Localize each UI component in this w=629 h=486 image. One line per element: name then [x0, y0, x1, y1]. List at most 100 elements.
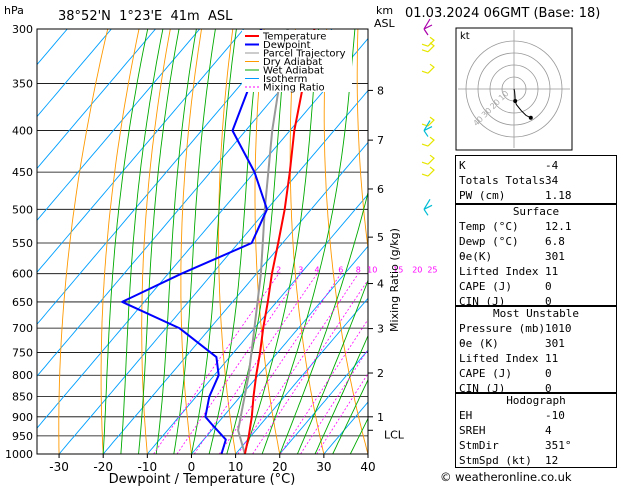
- x-tick-label: -30: [49, 460, 69, 474]
- wind-barb: [423, 18, 433, 36]
- hodograph-table-title: Hodograph: [506, 394, 566, 407]
- most-unstable-value: 0: [545, 367, 552, 380]
- wet-adiabat-line: [173, 29, 216, 454]
- most-unstable-title: Most Unstable: [492, 307, 580, 320]
- surface-value: 6.8: [545, 235, 565, 248]
- x-tick-label: 40: [360, 460, 375, 474]
- pressure-tick-label: 700: [12, 322, 33, 335]
- mixing-ratio-label: 10: [367, 266, 377, 275]
- hodograph-param-row: EH -10: [456, 408, 616, 423]
- isotherm-line: [146, 193, 368, 454]
- surface-row: CIN (J) 0: [456, 294, 616, 309]
- most-unstable-label: CIN (J): [459, 382, 506, 395]
- surface-row: CAPE (J) 0: [456, 279, 616, 294]
- x-tick-label: 0: [188, 460, 196, 474]
- km-tick-label: 5: [377, 231, 384, 244]
- hpa-label: hPa: [4, 4, 24, 17]
- index-label: PW (cm): [459, 189, 506, 202]
- hodograph-param-label: SREH: [459, 424, 486, 437]
- index-row: Totals Totals 34: [456, 173, 616, 188]
- wet-adiabat-line: [332, 378, 368, 454]
- mixing-ratio-label: 8: [356, 266, 361, 275]
- wet-adiabat-line: [296, 279, 368, 454]
- hodograph-param-value: 351°: [545, 439, 572, 452]
- most-unstable-label: Pressure (mb): [459, 322, 546, 335]
- hodograph-param-label: StmSpd (kt): [459, 454, 532, 467]
- x-axis-label: Dewpoint / Temperature (°C): [109, 472, 296, 486]
- mixing-ratio-label: 25: [427, 266, 437, 275]
- isotherm-line: [37, 29, 245, 273]
- km-label: km: [376, 4, 393, 17]
- isotherm-line: [102, 141, 368, 454]
- wet-adiabat-line: [279, 190, 368, 454]
- most-unstable-row: Lifted Index 11: [456, 351, 616, 366]
- dry-adiabat-line: [180, 29, 202, 454]
- km-tick-label: 3: [377, 323, 384, 336]
- hodograph-param-value: 12: [545, 454, 559, 467]
- km-tick-label: 7: [377, 134, 384, 147]
- surface-label: θe(K): [459, 250, 493, 263]
- dry-adiabat-line: [141, 29, 171, 454]
- x-tick-label: 30: [316, 460, 331, 474]
- wind-barb: [421, 63, 435, 74]
- index-value: -4: [545, 159, 559, 172]
- wind-barb: [421, 154, 435, 165]
- isotherm-line: [37, 29, 333, 377]
- most-unstable-label: Lifted Index: [459, 352, 539, 365]
- most-unstable-value: 1010: [545, 322, 572, 335]
- hodograph-point: [513, 99, 518, 103]
- pressure-tick-label: 600: [12, 268, 33, 281]
- isotherm-line: [235, 297, 368, 454]
- km-tick-label: 1: [377, 411, 384, 424]
- legend-entry: Dry Adiabat: [263, 57, 322, 68]
- wet-adiabat-line: [243, 29, 320, 454]
- km-tick-label: 8: [377, 84, 384, 97]
- surface-title: Surface: [512, 205, 560, 218]
- wet-adiabat-line: [102, 29, 149, 454]
- mixing-ratio-label: 2: [276, 266, 281, 275]
- hodograph-param-label: StmDir: [459, 439, 499, 452]
- surface-label: Dewp (°C): [459, 235, 519, 248]
- surface-table: Surface Temp (°C) 12.1 Dewp (°C) 6.8 θe(K) 301…: [455, 203, 617, 309]
- dry-adiabat-line: [218, 29, 237, 454]
- index-value: 34: [545, 174, 559, 187]
- mixing-ratio-label: 3: [298, 266, 303, 275]
- hodograph-param-label: EH: [459, 409, 473, 422]
- isotherm-line: [191, 245, 368, 454]
- legend-entry: Dewpoint: [263, 40, 311, 51]
- isotherm-line: [279, 349, 368, 454]
- surface-value: 0: [545, 280, 552, 293]
- pressure-tick-label: 650: [12, 296, 33, 309]
- km-tick-label: 4: [377, 278, 384, 291]
- wind-barb: [421, 36, 435, 47]
- hodograph-param-row: StmSpd (kt) 12: [456, 453, 616, 468]
- pressure-tick-label: 300: [12, 23, 33, 36]
- isotherm-line: [37, 29, 201, 222]
- wet-adiabat-line: [155, 29, 197, 454]
- mixing-ratio-line: [176, 273, 302, 454]
- surface-row: Temp (°C) 12.1: [456, 219, 616, 234]
- legend-entry: Wet Adiabat: [263, 66, 324, 77]
- pressure-tick-label: 950: [12, 430, 33, 443]
- most-unstable-table: Most Unstable Pressure (mb) 1010 θe (K) 301 L…: [455, 305, 617, 395]
- wet-adiabat-line: [208, 29, 261, 454]
- x-tick-label: 10: [228, 460, 243, 474]
- legend-entry: Temperature: [262, 32, 326, 43]
- x-tick-label: -10: [138, 460, 158, 474]
- wet-adiabat-line: [261, 29, 356, 454]
- wet-adiabat-line: [120, 29, 164, 454]
- legend-box: [242, 30, 352, 92]
- dry-adiabat-line: [58, 29, 109, 454]
- surface-value: 12.1: [545, 220, 572, 233]
- asl-label: ASL: [374, 17, 396, 30]
- surface-row: Lifted Index 11: [456, 264, 616, 279]
- surface-label: Lifted Index: [459, 265, 539, 278]
- pressure-tick-label: 900: [12, 411, 33, 424]
- surface-label: CAPE (J): [459, 280, 512, 293]
- mixing-ratio-line: [316, 372, 368, 454]
- mixing-ratio-axis-label: Mixing Ratio (g/kg): [388, 228, 401, 332]
- mixing-ratio-label: 15: [393, 266, 403, 275]
- wet-adiabat-line: [226, 29, 288, 454]
- hodograph-table: Hodograph EH -10 SREH 4 StmDir 351° StmSpd (kt)…: [455, 392, 617, 468]
- mixing-ratio-line: [218, 273, 342, 454]
